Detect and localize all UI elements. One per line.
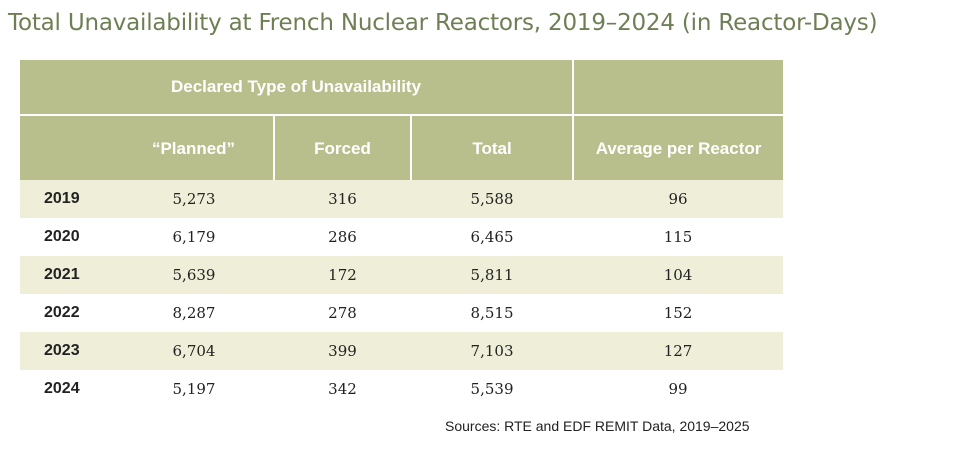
column-header-row: “Planned” Forced Total Average per React… — [20, 115, 784, 180]
cell-forced: 316 — [274, 180, 411, 218]
cell-average: 152 — [573, 294, 784, 332]
column-header-average: Average per Reactor — [573, 115, 784, 180]
cell-average: 104 — [573, 256, 784, 294]
cell-forced: 278 — [274, 294, 411, 332]
cell-average: 127 — [573, 332, 784, 370]
cell-forced: 342 — [274, 370, 411, 408]
page-title: Total Unavailability at French Nuclear R… — [8, 10, 878, 36]
group-header-row: Declared Type of Unavailability — [20, 60, 784, 115]
source-note: Sources: RTE and EDF REMIT Data, 2019–20… — [445, 418, 750, 434]
cell-forced: 286 — [274, 218, 411, 256]
cell-planned: 8,287 — [114, 294, 274, 332]
cell-total: 7,103 — [411, 332, 574, 370]
group-header: Declared Type of Unavailability — [20, 60, 575, 115]
cell-forced: 399 — [274, 332, 411, 370]
row-year: 2019 — [20, 180, 114, 218]
row-year: 2023 — [20, 332, 114, 370]
cell-planned: 6,704 — [114, 332, 274, 370]
cell-planned: 6,179 — [114, 218, 274, 256]
row-year: 2024 — [20, 370, 114, 408]
cell-planned: 5,273 — [114, 180, 274, 218]
table-row: 2022 8,287 278 8,515 152 — [20, 294, 784, 332]
cell-total: 8,515 — [411, 294, 574, 332]
column-header-year — [20, 115, 114, 180]
table-row: 2020 6,179 286 6,465 115 — [20, 218, 784, 256]
cell-total: 5,539 — [411, 370, 574, 408]
table-row: 2023 6,704 399 7,103 127 — [20, 332, 784, 370]
cell-planned: 5,197 — [114, 370, 274, 408]
table-row: 2019 5,273 316 5,588 96 — [20, 180, 784, 218]
column-header-total: Total — [411, 115, 575, 180]
cell-total: 5,588 — [411, 180, 574, 218]
row-year: 2021 — [20, 256, 114, 294]
column-header-forced: Forced — [274, 115, 412, 180]
unavailability-table: Declared Type of Unavailability “Planned… — [20, 60, 784, 408]
cell-total: 6,465 — [411, 218, 574, 256]
cell-average: 99 — [573, 370, 784, 408]
table-row: 2021 5,639 172 5,811 104 — [20, 256, 784, 294]
group-header-blank — [573, 60, 784, 115]
cell-average: 115 — [573, 218, 784, 256]
cell-total: 5,811 — [411, 256, 574, 294]
cell-planned: 5,639 — [114, 256, 274, 294]
row-year: 2022 — [20, 294, 114, 332]
column-header-planned: “Planned” — [114, 115, 275, 180]
table-row: 2024 5,197 342 5,539 99 — [20, 370, 784, 408]
row-year: 2020 — [20, 218, 114, 256]
cell-average: 96 — [573, 180, 784, 218]
cell-forced: 172 — [274, 256, 411, 294]
